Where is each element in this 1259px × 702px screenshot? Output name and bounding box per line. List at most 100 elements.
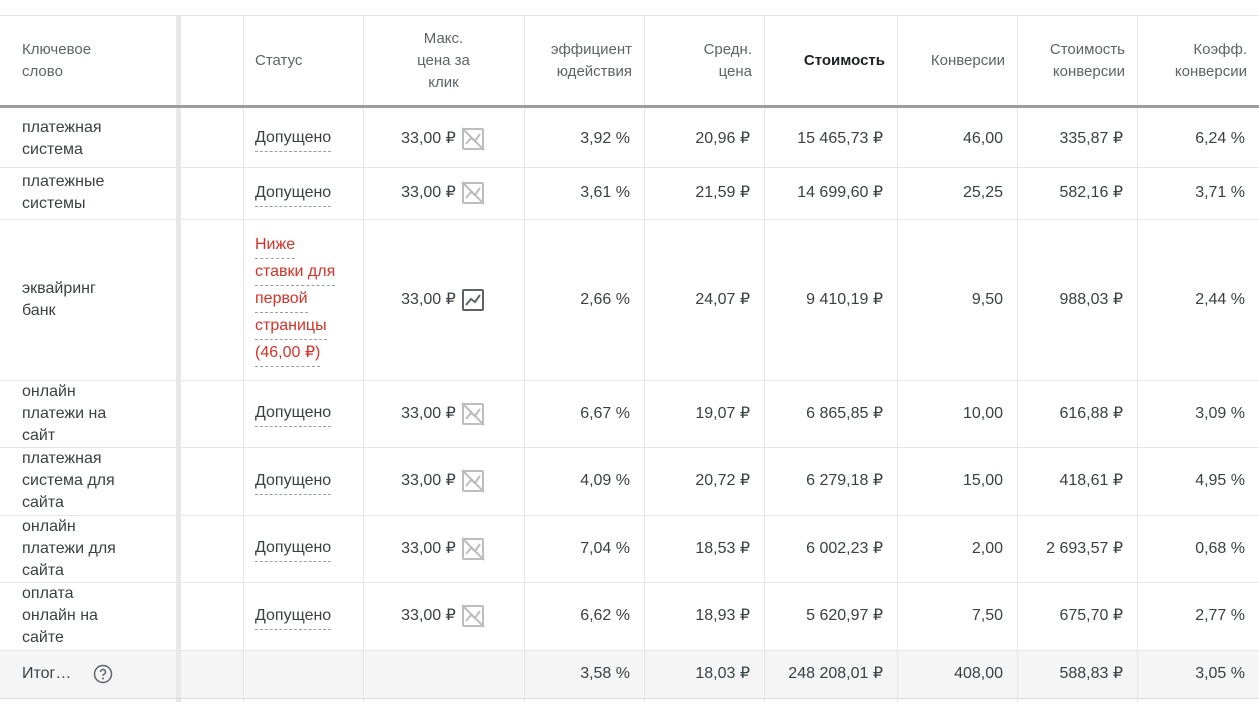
keyword-text: платежи для (22, 539, 116, 557)
metric-cell: 19,07 ₽ (644, 380, 764, 447)
help-icon[interactable] (93, 664, 113, 684)
totals-cell: 3,05 % (1137, 650, 1259, 698)
header-text: эффициент (550, 40, 632, 58)
metric-text: 7,04 % (580, 539, 630, 557)
keyword-text: эквайринг (22, 279, 96, 297)
totals-text: 408,00 (954, 665, 1003, 682)
keyword-text: сайте (22, 629, 64, 646)
metric-text: 988,03 ₽ (1059, 290, 1123, 308)
totals-cell: 248 208,01 ₽ (764, 650, 897, 698)
keyword-text: платежная (22, 118, 102, 136)
max-cpc-cell: 33,00 ₽ (363, 447, 524, 515)
totals-text: 248 208,01 ₽ (788, 665, 883, 682)
keyword-text-lines: оплата онлайн на сайте (22, 583, 98, 649)
status-text-lines: Допущено (255, 180, 332, 207)
totals-text: 3,58 % (580, 665, 630, 682)
header-text: Статус (255, 51, 303, 69)
totals-label-cell: Итог… (0, 650, 178, 698)
metric-text: 18,93 ₽ (695, 607, 750, 624)
max-cpc-text: 33,00 ₽ (401, 290, 456, 308)
status-text: первой (255, 286, 308, 313)
bid-chart-disabled-icon[interactable] (460, 126, 486, 151)
bid-chart-disabled-icon[interactable] (460, 401, 486, 426)
keyword-text: платежные (22, 173, 105, 190)
metric-text: 14 699,60 ₽ (797, 184, 883, 201)
metric-cell: 418,61 ₽ (1017, 447, 1137, 515)
column-header: Статус (243, 16, 363, 105)
metric-cell: 2,66 % (524, 219, 644, 380)
keyword-text: система (22, 140, 83, 158)
bid-chart-disabled-icon[interactable] (460, 604, 486, 628)
header-bottom-border (0, 105, 1259, 108)
metric-cell: 18,93 ₽ (644, 582, 764, 650)
header-top-border (0, 15, 1259, 16)
max-cpc-text: 33,00 ₽ (401, 184, 456, 201)
status-text: (46,00 ₽) (255, 340, 321, 367)
keyword-text: система для (22, 472, 115, 489)
metric-cell: 15,00 (897, 447, 1017, 515)
totals-bottom-border (0, 698, 1259, 699)
keyword-text: банк (22, 301, 56, 319)
max-cpc-cell: 33,00 ₽ (363, 219, 524, 380)
metric-text: 3,09 % (1195, 404, 1245, 422)
metric-text: 335,87 ₽ (1059, 129, 1123, 147)
metric-cell: 582,16 ₽ (1017, 167, 1137, 219)
metric-text: 9 410,19 ₽ (806, 290, 883, 308)
header-text: Коэфф. (1193, 40, 1247, 58)
max-cpc-text: 33,00 ₽ (401, 129, 456, 147)
metric-text: 2,66 % (580, 290, 630, 308)
metric-text: 582,16 ₽ (1059, 184, 1123, 201)
max-cpc-text: 33,00 ₽ (401, 472, 456, 489)
metric-text: 6,62 % (580, 607, 630, 624)
status-cell: Допущено (243, 380, 363, 447)
metric-cell: 46,00 (897, 110, 1017, 167)
metric-cell: 0,68 % (1137, 515, 1259, 582)
bid-chart-disabled-icon[interactable] (460, 181, 486, 205)
metric-cell: 15 465,73 ₽ (764, 110, 897, 167)
max-cpc-cell: 33,00 ₽ (363, 380, 524, 447)
totals-text: 3,05 % (1195, 665, 1245, 682)
header-text-lines: Ключевое слово (22, 39, 91, 83)
bid-chart-disabled-icon[interactable] (460, 536, 486, 561)
metric-text: 3,71 % (1195, 184, 1245, 201)
column-border (524, 15, 525, 702)
column-border (363, 15, 364, 702)
status-cell: Допущено (243, 582, 363, 650)
metric-text: 10,00 (962, 404, 1003, 422)
keyword-text-lines: онлайн платежи для сайта (22, 516, 116, 582)
header-text: Конверсии (930, 51, 1005, 69)
column-header: Макс. цена за клик (363, 16, 524, 105)
metric-text: 5 620,97 ₽ (806, 607, 883, 624)
metric-cell: 2,00 (897, 515, 1017, 582)
metric-cell: 3,61 % (524, 167, 644, 219)
header-text-lines: Стоимость конверсии (1050, 39, 1125, 83)
metric-cell: 616,88 ₽ (1017, 380, 1137, 447)
metric-cell: 7,50 (897, 582, 1017, 650)
header-text: конверсии (1052, 62, 1125, 80)
keyword-cell: онлайн платежи на сайт (0, 380, 178, 447)
metric-text: 18,53 ₽ (695, 539, 750, 557)
bid-chart-disabled-icon[interactable] (460, 469, 486, 493)
keyword-text: сайт (22, 426, 56, 444)
max-cpc-text: 33,00 ₽ (401, 607, 456, 624)
keyword-text-lines: онлайн платежи на сайт (22, 381, 106, 447)
metric-text: 20,72 ₽ (695, 472, 750, 489)
status-text: Допущено (255, 400, 332, 427)
header-text: цена (718, 62, 752, 80)
column-header: Коэфф. конверсии (1137, 16, 1259, 105)
status-text: Допущено (255, 180, 332, 207)
header-text-lines: Стоимость (804, 50, 885, 72)
metric-cell: 335,87 ₽ (1017, 110, 1137, 167)
bid-chart-icon[interactable] (460, 288, 486, 312)
metric-cell: 2,77 % (1137, 582, 1259, 650)
metric-cell: 3,92 % (524, 110, 644, 167)
max-cpc-cell: 33,00 ₽ (363, 515, 524, 582)
keyword-text: системы (22, 195, 86, 212)
status-text: ставки для (255, 259, 336, 286)
max-cpc-text: 33,00 ₽ (401, 404, 456, 422)
status-cell: Ниже ставки для первой страницы (46,00 ₽) (243, 219, 363, 380)
keyword-text: онлайн на (22, 607, 98, 624)
status-text-lines: Допущено (255, 400, 332, 427)
status-text-lines: Допущено (255, 468, 332, 495)
